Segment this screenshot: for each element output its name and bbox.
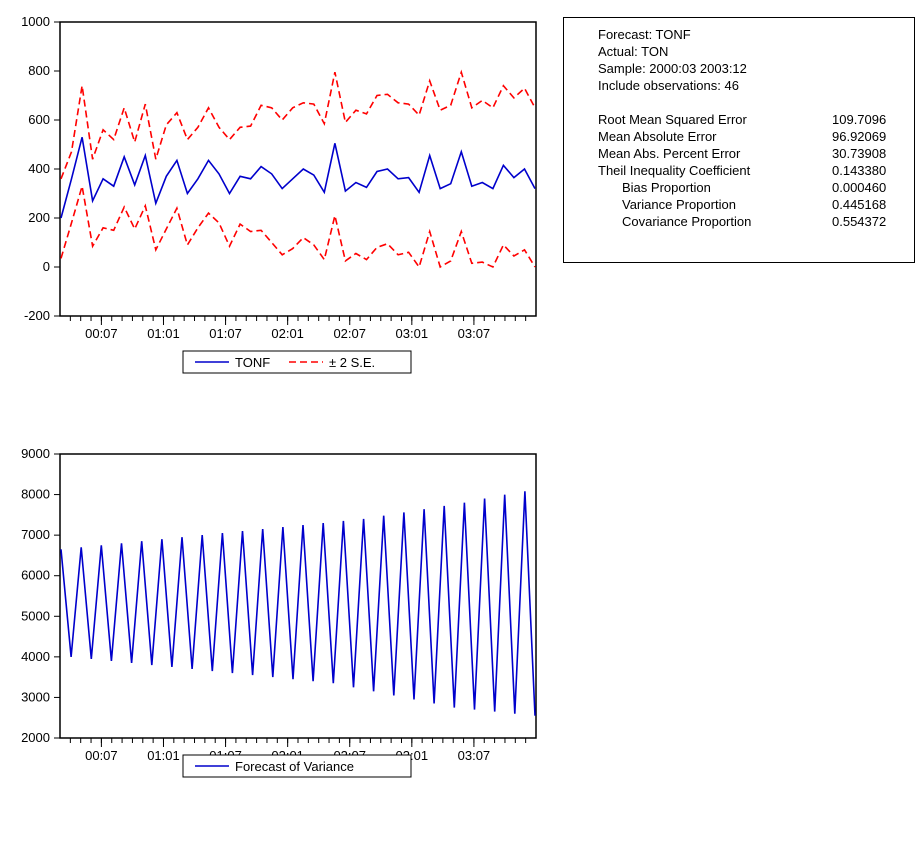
stats-row-label: Root Mean Squared Error: [598, 112, 747, 127]
x-tick-label: 01:01: [147, 326, 180, 341]
stats-header-line: Forecast: TONF: [598, 27, 691, 42]
y-tick-label: 200: [28, 210, 50, 225]
legend-box: [182, 350, 412, 374]
legend-label: ± 2 S.E.: [329, 355, 375, 370]
forecast-chart: -200 0 200 400 600 800 1000 00:07 01:01 01:07 02:0…: [21, 14, 537, 374]
plot-frame: [59, 21, 537, 317]
x-tick-label: 03:01: [396, 326, 429, 341]
series-line: [60, 185, 536, 269]
y-tick-label: 3000: [21, 689, 50, 704]
stats-row-value: 0.445168: [832, 197, 887, 212]
variance-chart: 2000 3000 4000 5000 6000 7000 8000 9000 00:07 01:…: [21, 446, 537, 778]
forecast-statistics-box: Forecast: TONF Actual: TON Sample: 2000:…: [563, 17, 915, 263]
stats-row-value: 96.92069: [832, 129, 887, 144]
stats-row-value: 0.143380: [832, 163, 887, 178]
stats-row-value: 30.73908: [832, 146, 887, 161]
y-tick-label: 5000: [21, 608, 50, 623]
y-tick-label: 600: [28, 112, 50, 127]
stats-row-label: Variance Proportion: [622, 197, 736, 212]
stats-row-label: Mean Abs. Percent Error: [598, 146, 741, 161]
y-tick-label: 0: [43, 259, 50, 274]
stats-row-value: 109.7096: [832, 112, 887, 127]
x-tick-label: 03:07: [458, 748, 491, 763]
stats-row-label: Bias Proportion: [622, 180, 711, 195]
series-line: [60, 137, 536, 219]
x-tick-label: 00:07: [85, 748, 118, 763]
y-tick-label: 6000: [21, 568, 50, 583]
legend-label: TONF: [235, 355, 270, 370]
stats-header-line: Actual: TON: [598, 44, 669, 59]
stats-row-value: 0.000460: [832, 180, 887, 195]
y-tick-label: 4000: [21, 649, 50, 664]
stats-header-line: Include observations: 46: [598, 78, 739, 93]
y-tick-label: -200: [24, 308, 50, 323]
x-tick-label: 01:07: [209, 326, 242, 341]
x-tick-label: 02:07: [333, 326, 366, 341]
legend-box: [182, 754, 412, 778]
x-tick-label: 00:07: [85, 326, 118, 341]
stats-row-value: 0.554372: [832, 214, 887, 229]
y-tick-label: 1000: [21, 14, 50, 29]
x-tick-label: 02:01: [271, 326, 304, 341]
stats-row-label: Mean Absolute Error: [598, 129, 717, 144]
stats-row-label: Theil Inequality Coefficient: [598, 163, 751, 178]
x-tick-label: 01:01: [147, 748, 180, 763]
y-tick-label: 400: [28, 161, 50, 176]
y-tick-label: 7000: [21, 527, 50, 542]
stats-row-label: Covariance Proportion: [622, 214, 752, 229]
legend-label: Forecast of Variance: [235, 759, 354, 774]
stats-header-line: Sample: 2000:03 2003:12: [598, 61, 747, 76]
series-line: [60, 69, 536, 180]
y-tick-label: 800: [28, 63, 50, 78]
y-tick-label: 2000: [21, 730, 50, 745]
y-tick-label: 9000: [21, 446, 50, 461]
x-tick-label: 03:07: [458, 326, 491, 341]
y-tick-label: 8000: [21, 487, 50, 502]
eviews-forecast-output: -200 0 200 400 600 800 1000 00:07 01:01 01:07 02:0…: [21, 14, 915, 778]
series-line: [60, 491, 536, 716]
